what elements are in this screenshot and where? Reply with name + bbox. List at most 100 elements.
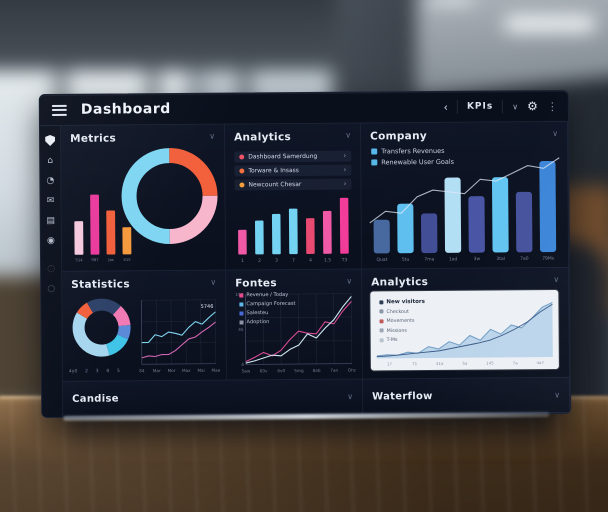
legend-label: Transfers Revenues [381,146,445,156]
collapse-chevron-icon[interactable]: ∨ [346,276,353,286]
svg-text:3w: 3w [474,256,481,262]
panel-title: Candise [72,392,119,405]
legend-label: Movements [386,317,415,324]
panel-fontes: Fontes ∨ Revenue / Today Campaign Foreca… [226,269,363,381]
panel-statistics: Statistics ∨ 4y0 2 3 8 5 84 Mar Mor Max Mai M… [62,270,227,382]
legend-label: Adoption [246,318,270,325]
svg-text:7: 7 [292,258,295,264]
svg-text:3: 3 [275,258,278,264]
analytics-bar-chart: 1 2 3 7 4 1.5 T3 [233,185,353,264]
collapse-chevron-icon[interactable]: ∨ [209,131,216,141]
svg-text:7a0: 7a0 [520,256,529,262]
metrics-mini-bar-chart: 514 987 Jas 415 [70,170,135,262]
panel-grid: Metrics ∨ 514 987 Jas 415 Analytics ∨ Dashb… [60,121,571,417]
svg-text:5mg: 5mg [294,368,304,373]
header-actions: ‹ KPIs ∨ ⚙ ⋮ [443,99,558,114]
donut-labels: 4y0 2 3 8 5 [69,368,120,374]
legend-item: Adoption [239,318,305,326]
circle-icon[interactable]: ○ [47,283,56,295]
collapse-chevron-icon[interactable]: ∨ [554,390,561,400]
svg-text:84: 84 [139,368,145,373]
svg-text:Quat: Quat [376,257,387,263]
chevron-right-icon: › [343,179,347,188]
fontes-line-chart: 5aw60v6v05mg8ab7anOhc150454 [233,289,356,375]
legend-label: Missions [386,327,407,334]
svg-text:2: 2 [258,258,261,264]
target-icon[interactable]: ◉ [46,235,55,247]
app-header: Dashboard ‹ KPIs ∨ ⚙ ⋮ [39,90,568,127]
list-item[interactable]: Newcount Chesar › [234,178,352,191]
kpis-button[interactable]: KPIs [466,101,494,112]
collapse-chevron-icon[interactable]: ∨ [210,277,217,287]
donut-label: 8 [106,368,110,374]
sidebar: ⌂ ◔ ✉ ▤ ◉ ◌ ○ [39,125,64,418]
svg-text:1: 1 [241,258,244,264]
more-options-icon[interactable]: ⋮ [546,99,558,113]
svg-text:6v0: 6v0 [277,368,285,373]
legend-swatch [239,301,244,307]
svg-text:Mar: Mar [153,368,161,373]
shield-icon[interactable] [45,135,55,146]
list-item[interactable]: Dashboard Samerdung › [234,150,352,163]
svg-text:5tu: 5tu [402,257,410,263]
chevron-right-icon: › [343,165,347,174]
svg-text:1ad: 1ad [449,256,458,262]
settings-icon[interactable]: ⚙ [527,99,538,114]
dotted-circle-icon[interactable]: ◌ [47,263,56,275]
legend-swatch [379,309,384,314]
grid-icon[interactable]: ▤ [46,215,56,227]
area-legend: New visitors Checkout Movements [379,298,428,343]
area-chart-card: New visitors Checkout Movements [370,290,559,371]
pie-icon[interactable]: ◔ [46,175,55,187]
fontes-legend: Revenue / Today Campaign Forecast Salest… [239,291,304,326]
panel-waterflow[interactable]: Waterflow ∨ [362,377,571,415]
legend-swatch [379,299,384,304]
item-label: Dashboard Samerdung [248,152,318,161]
collapse-chevron-icon[interactable]: ∨ [347,392,354,402]
svg-text:4: 4 [241,362,244,367]
svg-text:987: 987 [91,257,99,262]
legend-swatch [379,328,384,333]
svg-text:7ma: 7ma [424,256,434,262]
statistics-line-chart: 84 Mar Mor Max Mai Mae 5746 [138,295,221,375]
panel-title: Fontes [235,277,277,290]
panel-title: Company [370,130,428,143]
legend-item: Transfers Revenues [371,147,454,156]
page-title: Dashboard [80,101,171,118]
legend-swatch [379,337,384,342]
item-dot [239,154,245,160]
collapse-chevron-icon[interactable]: ∨ [553,275,560,285]
svg-text:60v: 60v [260,368,268,373]
svg-text:17: 17 [387,361,393,366]
mail-icon[interactable]: ✉ [46,195,55,207]
collapse-chevron-icon[interactable]: ∨ [345,130,352,140]
dashboard-body: ⌂ ◔ ✉ ▤ ◉ ◌ ○ Metrics ∨ 514 987 Jas 415 An [39,121,571,418]
legend-label: Salesteu [246,309,269,316]
metrics-donut-chart [121,148,218,245]
donut-label: 3 [95,368,99,374]
svg-text:145: 145 [486,361,494,366]
statistics-donut-chart [72,298,131,357]
svg-text:Max: Max [182,368,191,373]
svg-text:5746: 5746 [201,304,214,310]
menu-button[interactable] [51,104,67,116]
donut-label: 2 [85,368,88,374]
back-chevron-icon[interactable]: ‹ [443,100,448,114]
legend-swatch [371,148,378,155]
company-bar-chart: Quat 5tu 7ma 1ad 3w 3tal 7a0 79Ms [369,149,560,263]
svg-text:Mai: Mai [197,368,204,373]
svg-text:4: 4 [309,257,312,263]
svg-text:Jas: Jas [107,257,113,262]
svg-text:4a7: 4a7 [536,360,544,365]
caret-down-icon[interactable]: ∨ [512,101,519,111]
panel-candise[interactable]: Candise ∨ [62,379,364,417]
collapse-chevron-icon[interactable]: ∨ [552,129,559,139]
list-item[interactable]: Torware & Insass › [234,164,352,177]
home-icon[interactable]: ⌂ [47,155,54,167]
legend-swatch [371,159,378,166]
svg-text:71: 71 [412,361,418,366]
item-label: Newcount Chesar [248,181,302,189]
donut-label: 4y0 [68,368,78,374]
legend-swatch [239,292,244,298]
